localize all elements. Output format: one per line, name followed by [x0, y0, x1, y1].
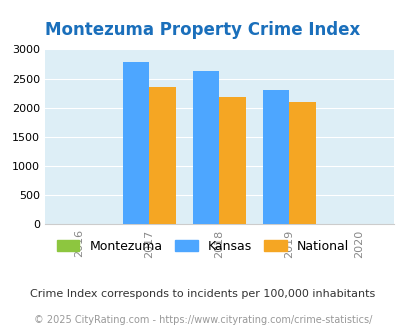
Bar — [219, 97, 245, 224]
Legend: Montezuma, Kansas, National: Montezuma, Kansas, National — [52, 235, 353, 258]
Bar — [288, 102, 315, 224]
Bar — [149, 87, 175, 224]
Text: Montezuma Property Crime Index: Montezuma Property Crime Index — [45, 21, 360, 39]
Bar — [192, 71, 219, 224]
Text: Crime Index corresponds to incidents per 100,000 inhabitants: Crime Index corresponds to incidents per… — [30, 289, 375, 299]
Bar — [123, 62, 149, 224]
Text: © 2025 CityRating.com - https://www.cityrating.com/crime-statistics/: © 2025 CityRating.com - https://www.city… — [34, 315, 371, 325]
Bar — [262, 90, 288, 224]
